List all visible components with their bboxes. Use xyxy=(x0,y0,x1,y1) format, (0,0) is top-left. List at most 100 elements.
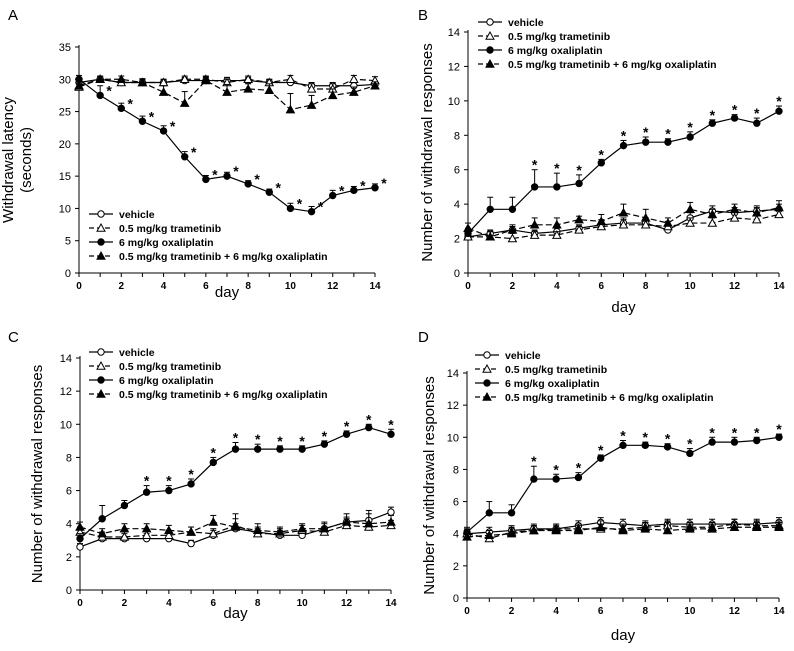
significance-star: * xyxy=(149,108,155,124)
legend-label-tram: 0.5 mg/kg trametinib xyxy=(508,31,610,43)
significance-star: * xyxy=(366,411,372,427)
data-point xyxy=(342,430,351,438)
series-line xyxy=(467,207,780,238)
x-tick-label: 12 xyxy=(729,606,741,617)
significance-star: * xyxy=(776,421,782,437)
legend-marker xyxy=(486,18,494,26)
y-tick-label: 0 xyxy=(66,585,72,597)
data-point xyxy=(729,204,740,214)
data-point xyxy=(117,104,125,113)
legend-label-tram: 0.5 mg/kg trametinib xyxy=(119,361,221,373)
data-point xyxy=(97,528,108,538)
data-point xyxy=(179,74,190,83)
y-tick-label: 2 xyxy=(66,552,72,564)
significance-star: * xyxy=(388,416,394,432)
data-point xyxy=(286,204,295,213)
legend-marker xyxy=(96,360,106,370)
significance-star: * xyxy=(106,82,112,98)
legend: vehicle 0.5 mg/kg trametinib 6 mg/kg oxali… xyxy=(89,347,328,401)
legend-label-vehicle: vehicle xyxy=(119,347,155,359)
significance-star: * xyxy=(339,183,345,199)
data-point xyxy=(708,438,716,446)
significance-star: * xyxy=(211,444,217,460)
significance-star: * xyxy=(318,199,324,215)
x-tick-label: 12 xyxy=(341,598,353,609)
panel-letter: C xyxy=(8,329,19,346)
data-point xyxy=(751,522,762,531)
y-tick-label: 6 xyxy=(66,486,72,498)
significance-star: * xyxy=(665,126,671,142)
data-point xyxy=(553,183,561,191)
data-point xyxy=(141,530,152,540)
data-point xyxy=(142,488,151,496)
data-point xyxy=(119,523,130,533)
data-point xyxy=(243,83,253,93)
data-point xyxy=(507,233,518,243)
data-point xyxy=(753,119,761,127)
significance-star: * xyxy=(170,118,176,134)
data-point xyxy=(640,219,651,229)
x-tick-label: 14 xyxy=(385,598,397,609)
legend-marker xyxy=(97,376,105,384)
data-point xyxy=(223,172,231,180)
data-point xyxy=(120,501,129,510)
legend-label-tram: 0.5 mg/kg trametinib xyxy=(505,364,607,376)
x-tick-label: 2 xyxy=(510,281,516,292)
data-point xyxy=(664,138,672,146)
series-oxa: * * * * * * * * * * * * * * xyxy=(75,74,387,216)
data-point xyxy=(730,114,739,122)
significance-star: * xyxy=(344,418,350,434)
data-point xyxy=(75,521,85,531)
data-point xyxy=(641,441,649,450)
x-tick-label: 14 xyxy=(773,606,785,617)
y-axis-label: Withdrawal latency(seconds) xyxy=(0,97,35,223)
data-point xyxy=(349,74,359,83)
panel-d: D 0 2 4 6 8 10 12 14 0 2 4 6 8 10 12 14 day Number of with… xyxy=(418,329,785,644)
data-point xyxy=(327,90,338,100)
legend-label-tram: 0.5 mg/kg trametinib xyxy=(119,223,221,235)
data-point xyxy=(306,83,317,93)
legend-marker xyxy=(96,388,106,398)
y-tick-label: 14 xyxy=(60,353,72,365)
series-oxa: * * * * * * * * * * * * xyxy=(463,421,783,536)
y-tick-label: 4 xyxy=(453,529,459,541)
series-oxa: * * * * * * * * * * * * xyxy=(464,93,783,238)
legend-marker xyxy=(97,210,105,218)
data-point xyxy=(663,443,672,451)
data-point xyxy=(208,517,219,526)
x-tick-label: 0 xyxy=(465,281,471,292)
data-point xyxy=(686,449,694,458)
significance-star: * xyxy=(299,433,305,449)
data-point xyxy=(341,517,352,526)
data-point xyxy=(370,80,380,90)
significance-star: * xyxy=(776,93,782,109)
x-axis-label: day xyxy=(215,284,240,301)
data-point xyxy=(74,80,84,90)
x-tick-label: 10 xyxy=(685,281,697,292)
y-tick-label: 10 xyxy=(60,419,72,431)
significance-star: * xyxy=(576,162,582,178)
data-point xyxy=(529,219,540,229)
x-tick-label: 8 xyxy=(643,606,649,617)
data-point xyxy=(76,543,84,551)
significance-star: * xyxy=(233,430,239,446)
data-point xyxy=(387,508,395,516)
y-tick-label: 4 xyxy=(454,199,460,211)
legend-label-vehicle: vehicle xyxy=(119,209,155,221)
legend-marker xyxy=(482,391,492,401)
y-tick-label: 0 xyxy=(65,268,71,280)
data-point xyxy=(662,525,673,535)
panel-letter: A xyxy=(8,7,18,24)
legend-label-vehicle: vehicle xyxy=(505,350,541,362)
x-tick-label: 8 xyxy=(643,281,649,292)
data-point xyxy=(119,531,130,541)
significance-star: * xyxy=(212,166,218,182)
data-point xyxy=(753,436,761,445)
y-axis-label: Number of withdrawal responses xyxy=(421,376,438,594)
data-point xyxy=(252,525,263,535)
data-point xyxy=(774,202,784,212)
significance-star: * xyxy=(531,453,537,469)
data-point xyxy=(551,525,561,535)
data-point xyxy=(164,530,174,540)
significance-star: * xyxy=(687,119,693,135)
